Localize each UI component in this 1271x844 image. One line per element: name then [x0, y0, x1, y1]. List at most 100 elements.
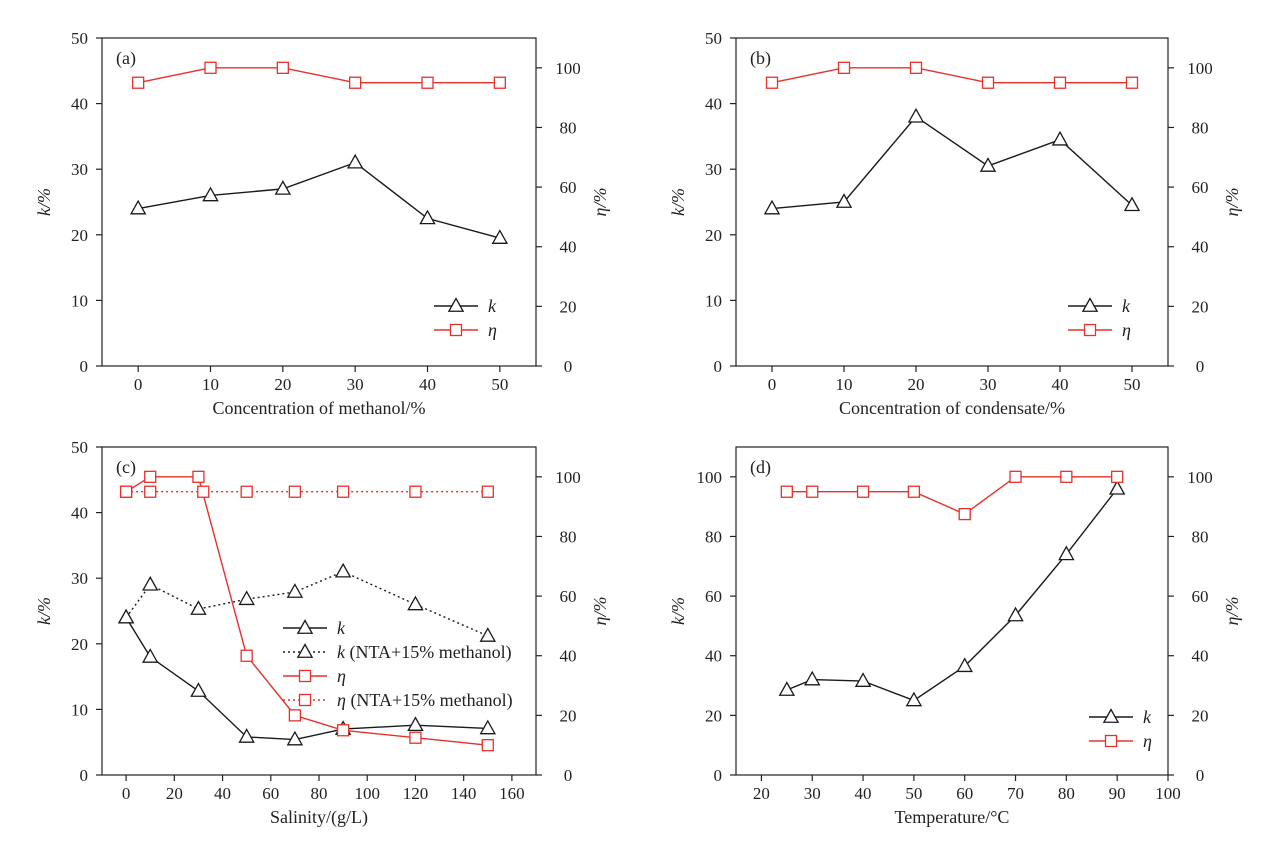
legend-label: η	[1122, 320, 1131, 340]
legend-label: η (NTA+15% methanol)	[337, 690, 513, 711]
y-right-tick-label: 60	[1192, 178, 1209, 197]
x-tick-label: 10	[836, 375, 853, 394]
y-left-tick-label: 50	[71, 29, 88, 48]
data-point	[238, 728, 255, 743]
data-point	[419, 209, 436, 225]
legend-label: k	[1122, 296, 1131, 316]
data-point	[778, 681, 796, 696]
y-right-tick-label: 100	[1187, 59, 1213, 78]
series-1	[763, 107, 1141, 215]
y-right-tick-label: 0	[1196, 357, 1205, 376]
x-tick-label: 160	[499, 784, 525, 803]
series-2	[780, 470, 1124, 521]
legend-marker	[296, 619, 314, 634]
data-point	[956, 657, 973, 673]
y-right-tick-label: 0	[564, 357, 573, 376]
series-line	[786, 476, 1118, 515]
y-left-tick-label: 60	[705, 587, 722, 606]
legend-marker	[1104, 734, 1118, 748]
data-point	[288, 709, 302, 722]
data-point	[835, 193, 853, 208]
y-right-axis-label: η/%	[590, 597, 610, 626]
data-point	[765, 76, 779, 89]
x-tick-label: 20	[753, 784, 770, 803]
x-tick-label: 50	[1124, 375, 1141, 394]
y-left-tick-label: 20	[71, 226, 88, 245]
series-2	[132, 61, 506, 89]
series-line	[771, 67, 1132, 84]
legend-label: η	[337, 666, 346, 686]
y-left-tick-label: 50	[705, 29, 722, 48]
legend-label: k (NTA+15% methanol)	[337, 642, 512, 663]
y-left-tick-label: 30	[71, 569, 88, 588]
y-left-tick-label: 10	[71, 700, 88, 719]
y-left-tick-label: 0	[714, 357, 723, 376]
x-tick-label: 60	[262, 784, 279, 803]
y-right-tick-label: 60	[560, 587, 577, 606]
legend-marker	[449, 323, 463, 337]
y-right-tick-label: 40	[1192, 647, 1209, 666]
y-left-tick-label: 0	[80, 766, 89, 785]
data-point	[240, 485, 253, 498]
panel-d: 20 30 40 50 60 70 80 90 100 0 20 40 60 80 100 0 20 40 60 80…	[668, 446, 1242, 827]
data-point	[854, 672, 872, 687]
y-left-axis-label: k/%	[668, 597, 688, 625]
data-point	[349, 76, 362, 89]
data-point	[981, 76, 995, 89]
plot-frame	[735, 446, 1169, 776]
data-point	[481, 739, 494, 752]
plot-frame	[101, 37, 537, 367]
data-point	[907, 107, 925, 123]
x-tick-label: 20	[908, 375, 925, 394]
data-point	[409, 731, 422, 744]
series-1	[129, 153, 509, 244]
x-tick-label: 0	[768, 375, 777, 394]
y-right-tick-label: 100	[555, 468, 581, 487]
x-axis-label: Temperature/°C	[895, 807, 1010, 827]
x-tick-label: 30	[347, 375, 364, 394]
legend: kη	[1068, 296, 1131, 340]
data-point	[1009, 470, 1022, 483]
x-tick-label: 50	[905, 784, 922, 803]
legend-label: η	[1143, 731, 1152, 751]
data-point	[909, 61, 923, 74]
series-line	[786, 488, 1118, 702]
legend-marker	[1083, 323, 1097, 337]
data-point	[1060, 470, 1073, 483]
panel-a: 0 10 20 30 40 50 0 10 20 30 40 50 0 20 40 60 80 100 Concen…	[34, 29, 610, 418]
legend-marker	[1081, 297, 1099, 312]
panel-label: (c)	[116, 457, 136, 478]
x-tick-label: 100	[354, 784, 380, 803]
x-tick-label: 40	[1052, 375, 1069, 394]
x-tick-label: 90	[1109, 784, 1126, 803]
x-tick-label: 30	[980, 375, 997, 394]
y-right-tick-label: 40	[1192, 238, 1209, 257]
y-left-tick-label: 20	[71, 635, 88, 654]
y-right-axis-label: η/%	[1222, 597, 1242, 626]
data-point	[479, 627, 497, 642]
data-point	[1051, 130, 1069, 146]
y-left-tick-label: 10	[71, 291, 88, 310]
y-left-tick-label: 40	[705, 95, 722, 114]
x-tick-label: 0	[134, 375, 143, 394]
data-point	[856, 485, 870, 498]
series-1	[778, 479, 1126, 707]
x-tick-label: 10	[202, 375, 219, 394]
y-left-tick-label: 10	[705, 291, 722, 310]
legend-marker	[298, 669, 312, 683]
data-point	[117, 608, 135, 624]
panel-label: (d)	[750, 457, 771, 478]
data-point	[407, 595, 424, 611]
data-point	[286, 583, 304, 598]
data-point	[491, 229, 509, 244]
x-tick-label: 40	[214, 784, 231, 803]
x-tick-label: 80	[311, 784, 328, 803]
x-axis-label: Salinity/(g/L)	[270, 807, 368, 828]
y-right-tick-label: 60	[560, 178, 577, 197]
data-point	[132, 76, 145, 89]
data-point	[274, 180, 292, 195]
y-right-tick-label: 40	[560, 238, 577, 257]
data-point	[407, 716, 424, 732]
y-left-axis-label: k/%	[34, 188, 54, 216]
y-right-tick-label: 0	[564, 766, 573, 785]
